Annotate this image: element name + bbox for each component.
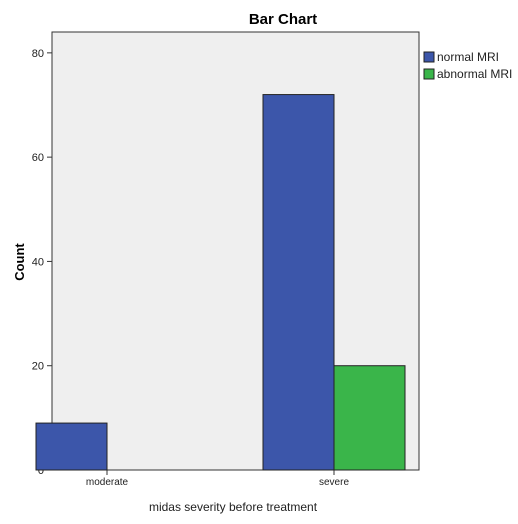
y-tick-label: 20 bbox=[32, 361, 44, 373]
y-tick-label: 60 bbox=[32, 152, 44, 164]
y-tick-label: 80 bbox=[32, 48, 44, 60]
x-tick-label: moderate bbox=[86, 477, 129, 488]
bar-severe-series-1 bbox=[333, 365, 406, 471]
legend-label: normal MRI bbox=[437, 50, 499, 64]
bar-severe-series-0 bbox=[262, 94, 335, 471]
legend-swatch bbox=[423, 51, 435, 63]
legend-swatch bbox=[423, 68, 435, 80]
chart-title: Bar Chart bbox=[249, 11, 317, 28]
x-tick-label: severe bbox=[319, 477, 349, 488]
x-axis-label: midas severity before treatment bbox=[149, 500, 318, 514]
bar-moderate-series-0 bbox=[35, 422, 108, 471]
legend-label: abnormal MRI bbox=[437, 67, 512, 81]
y-axis-label: Count bbox=[12, 243, 27, 281]
y-tick-label: 40 bbox=[32, 256, 44, 268]
y-tick-label: 0 bbox=[38, 465, 44, 477]
